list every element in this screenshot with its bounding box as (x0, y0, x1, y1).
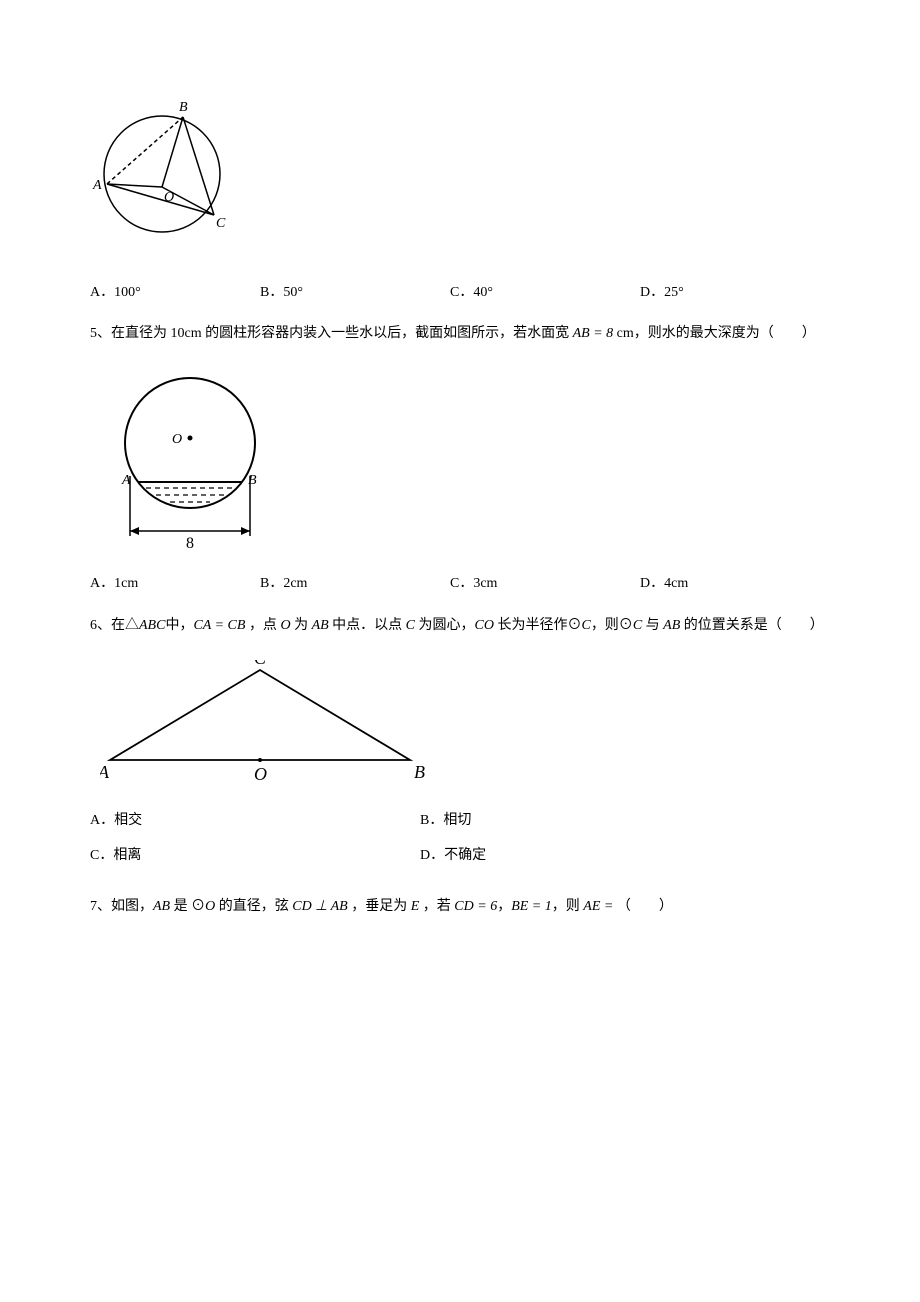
opt-text: 50° (283, 285, 303, 300)
q6-text: 6、在△ABC中，CA = CB ，点 O 为 AB 中点．以点 C 为圆心，C… (90, 613, 830, 638)
svg-text:A: A (92, 178, 102, 193)
q4-options: A．100° B．50° C．40° D．25° (90, 280, 830, 305)
opt-label: C． (90, 848, 113, 863)
opt-label: C． (450, 285, 473, 300)
q4-opt-c[interactable]: C．40° (450, 280, 640, 305)
q6-opt-d[interactable]: D．不确定 (420, 843, 750, 868)
q5-options: A．1cm B．2cm C．3cm D．4cm (90, 571, 830, 596)
opt-text: 40° (473, 285, 493, 300)
q4-diagram: A B C O (90, 102, 830, 262)
opt-text: 4cm (664, 576, 688, 591)
q5-opt-d[interactable]: D．4cm (640, 571, 790, 596)
opt-text: 1cm (114, 576, 138, 591)
opt-label: B． (420, 813, 443, 828)
opt-text: 相交 (114, 813, 142, 828)
q6-opt-a[interactable]: A．相交 (90, 808, 420, 833)
opt-label: B． (260, 285, 283, 300)
q5-text-pre: 5、在直径为 10cm 的圆柱形容器内装入一些水以后，截面如图所示，若水面宽 (90, 326, 573, 341)
q5-opt-a[interactable]: A．1cm (90, 571, 260, 596)
opt-text: 3cm (473, 576, 497, 591)
q5-opt-b[interactable]: B．2cm (260, 571, 450, 596)
q6-opt-c[interactable]: C．相离 (90, 843, 420, 868)
svg-text:O: O (254, 764, 267, 784)
svg-text:B: B (179, 102, 188, 115)
opt-text: 25° (664, 285, 684, 300)
svg-text:B: B (414, 762, 425, 782)
q7-text: 7、如图，AB 是 ⊙O 的直径，弦 CD ⊥ AB ，垂足为 E ，若 CD … (90, 894, 830, 919)
opt-label: D． (420, 848, 444, 863)
q5-text-mid: AB = 8 (573, 326, 614, 341)
svg-text:C: C (216, 216, 226, 231)
opt-label: D． (640, 285, 664, 300)
svg-text:A: A (100, 762, 110, 782)
svg-text:O: O (172, 432, 182, 447)
opt-label: A． (90, 813, 114, 828)
svg-text:A: A (121, 473, 131, 488)
opt-label: C． (450, 576, 473, 591)
q6-diagram: A B C O (100, 660, 830, 790)
svg-text:O: O (164, 190, 174, 205)
opt-text: 相离 (113, 848, 141, 863)
opt-text: 2cm (283, 576, 307, 591)
opt-label: A． (90, 576, 114, 591)
q6-options: A．相交 B．相切 C．相离 D．不确定 (90, 808, 830, 878)
q5-text: 5、在直径为 10cm 的圆柱形容器内装入一些水以后，截面如图所示，若水面宽 A… (90, 321, 830, 346)
q4-opt-a[interactable]: A．100° (90, 280, 260, 305)
q5-diagram: 8 O A B (90, 368, 830, 553)
opt-label: B． (260, 576, 283, 591)
q4-svg: A B C O (90, 102, 245, 262)
svg-text:8: 8 (186, 535, 194, 552)
opt-text: 不确定 (444, 848, 486, 863)
opt-text: 相切 (443, 813, 471, 828)
svg-text:C: C (254, 660, 267, 668)
q5-opt-c[interactable]: C．3cm (450, 571, 640, 596)
q6-svg: A B C O (100, 660, 440, 790)
q5-svg: 8 O A B (90, 368, 290, 553)
opt-text: 100° (114, 285, 141, 300)
q6-opt-b[interactable]: B．相切 (420, 808, 750, 833)
svg-text:B: B (248, 473, 257, 488)
q4-opt-d[interactable]: D．25° (640, 280, 790, 305)
q4-opt-b[interactable]: B．50° (260, 280, 450, 305)
q5-text-post: cm，则水的最大深度为（ ） (613, 326, 816, 341)
opt-label: A． (90, 285, 114, 300)
opt-label: D． (640, 576, 664, 591)
